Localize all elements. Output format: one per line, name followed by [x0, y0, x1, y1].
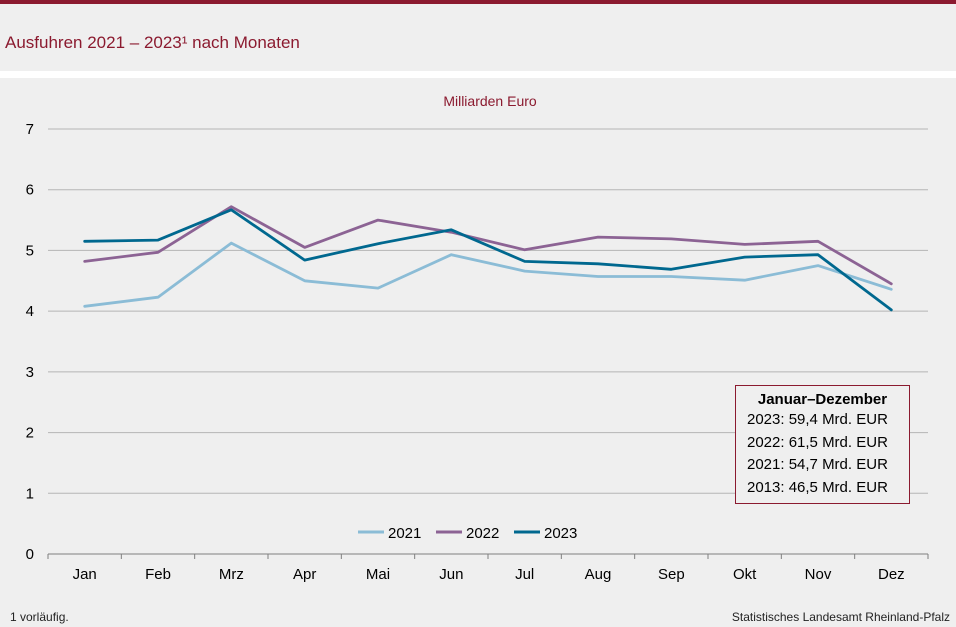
x-tick-label: Mai: [366, 566, 390, 583]
series-line-2021: [83, 241, 893, 308]
x-tick-label: Okt: [733, 566, 757, 583]
summary-title: Januar–Dezember: [757, 391, 888, 408]
x-axis: Jan Feb Mrz Apr Mai Jun Jul Aug Sep Okt Nov Dez: [47, 553, 929, 583]
y-tick-label: 5: [26, 242, 34, 259]
footnote: 1 vorläufig.: [10, 610, 69, 624]
y-tick-label: 7: [26, 121, 34, 138]
y-tick-label: 6: [26, 182, 34, 199]
summary-line: 2023: 59,4 Mrd. EUR: [747, 411, 888, 428]
header: Ausfuhren 2021 – 2023¹ nach Monaten: [0, 4, 956, 71]
x-tick-label: Jul: [515, 566, 534, 583]
x-tick-label: Jun: [439, 566, 463, 583]
y-axis-ticks: 0 1 2 3 4 5 6 7: [26, 121, 34, 563]
legend: 2021 2022 2023: [358, 525, 577, 542]
source-note: Statistisches Landesamt Rheinland-Pfalz: [731, 610, 950, 624]
x-tick-label: Nov: [805, 566, 832, 583]
x-tick-label: Mrz: [219, 566, 244, 583]
top-accent-bar: [0, 0, 956, 4]
y-tick-label: 2: [26, 425, 34, 442]
summary-line: 2013: 46,5 Mrd. EUR: [747, 478, 888, 496]
y-tick-label: 1: [26, 485, 34, 502]
header-separator: [0, 71, 956, 78]
x-tick-label: Apr: [293, 566, 316, 583]
x-tick-label: Dez: [878, 566, 905, 583]
y-tick-label: 4: [26, 303, 34, 320]
y-tick-label: 0: [26, 546, 34, 563]
annual-summary-box: Januar–Dezember 2023: 59,4 Mrd. EUR 2022…: [735, 385, 910, 504]
page-title: Ausfuhren 2021 – 2023¹ nach Monaten: [5, 33, 300, 52]
series-lines: [83, 205, 893, 312]
legend-label: 2021: [388, 525, 421, 542]
x-tick-label: Aug: [585, 566, 612, 583]
legend-label: 2023: [544, 525, 577, 542]
chart-subtitle: Milliarden Euro: [443, 93, 537, 109]
y-tick-label: 3: [26, 364, 34, 381]
x-tick-label: Feb: [145, 566, 171, 583]
legend-label: 2022: [466, 525, 499, 542]
series-line-2023: [83, 208, 893, 312]
x-tick-label: Jan: [73, 566, 97, 583]
line-chart: Milliarden Euro 0 1 2 3 4 5 6 7 Jan Feb Mrz Apr Mai…: [26, 93, 929, 583]
summary-line: 2021: 54,7 Mrd. EUR: [747, 456, 888, 473]
x-tick-label: Sep: [658, 566, 685, 583]
summary-line: 2022: 61,5 Mrd. EUR: [747, 433, 888, 451]
